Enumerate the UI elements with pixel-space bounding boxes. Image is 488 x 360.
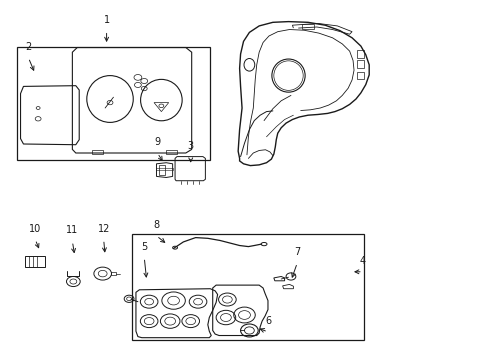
Polygon shape <box>20 86 79 145</box>
Text: 10: 10 <box>29 224 41 234</box>
Text: 5: 5 <box>141 242 147 252</box>
Text: 6: 6 <box>264 316 270 326</box>
Text: 3: 3 <box>187 141 193 151</box>
Bar <box>356 60 363 68</box>
Bar <box>159 165 164 175</box>
Text: 4: 4 <box>359 256 365 266</box>
Bar <box>17 47 210 160</box>
Text: 2: 2 <box>25 42 31 52</box>
Text: 9: 9 <box>154 137 160 147</box>
Bar <box>155 168 173 170</box>
Text: 7: 7 <box>294 247 300 257</box>
Text: 8: 8 <box>153 220 159 230</box>
Bar <box>356 72 363 79</box>
Text: 12: 12 <box>97 224 110 234</box>
Bar <box>302 24 314 29</box>
Bar <box>356 50 363 58</box>
Bar <box>111 272 116 275</box>
Text: 1: 1 <box>103 15 109 25</box>
Bar <box>166 150 177 154</box>
Text: 11: 11 <box>66 225 79 235</box>
Bar <box>25 256 45 267</box>
Bar <box>132 234 364 340</box>
Bar <box>92 150 102 154</box>
